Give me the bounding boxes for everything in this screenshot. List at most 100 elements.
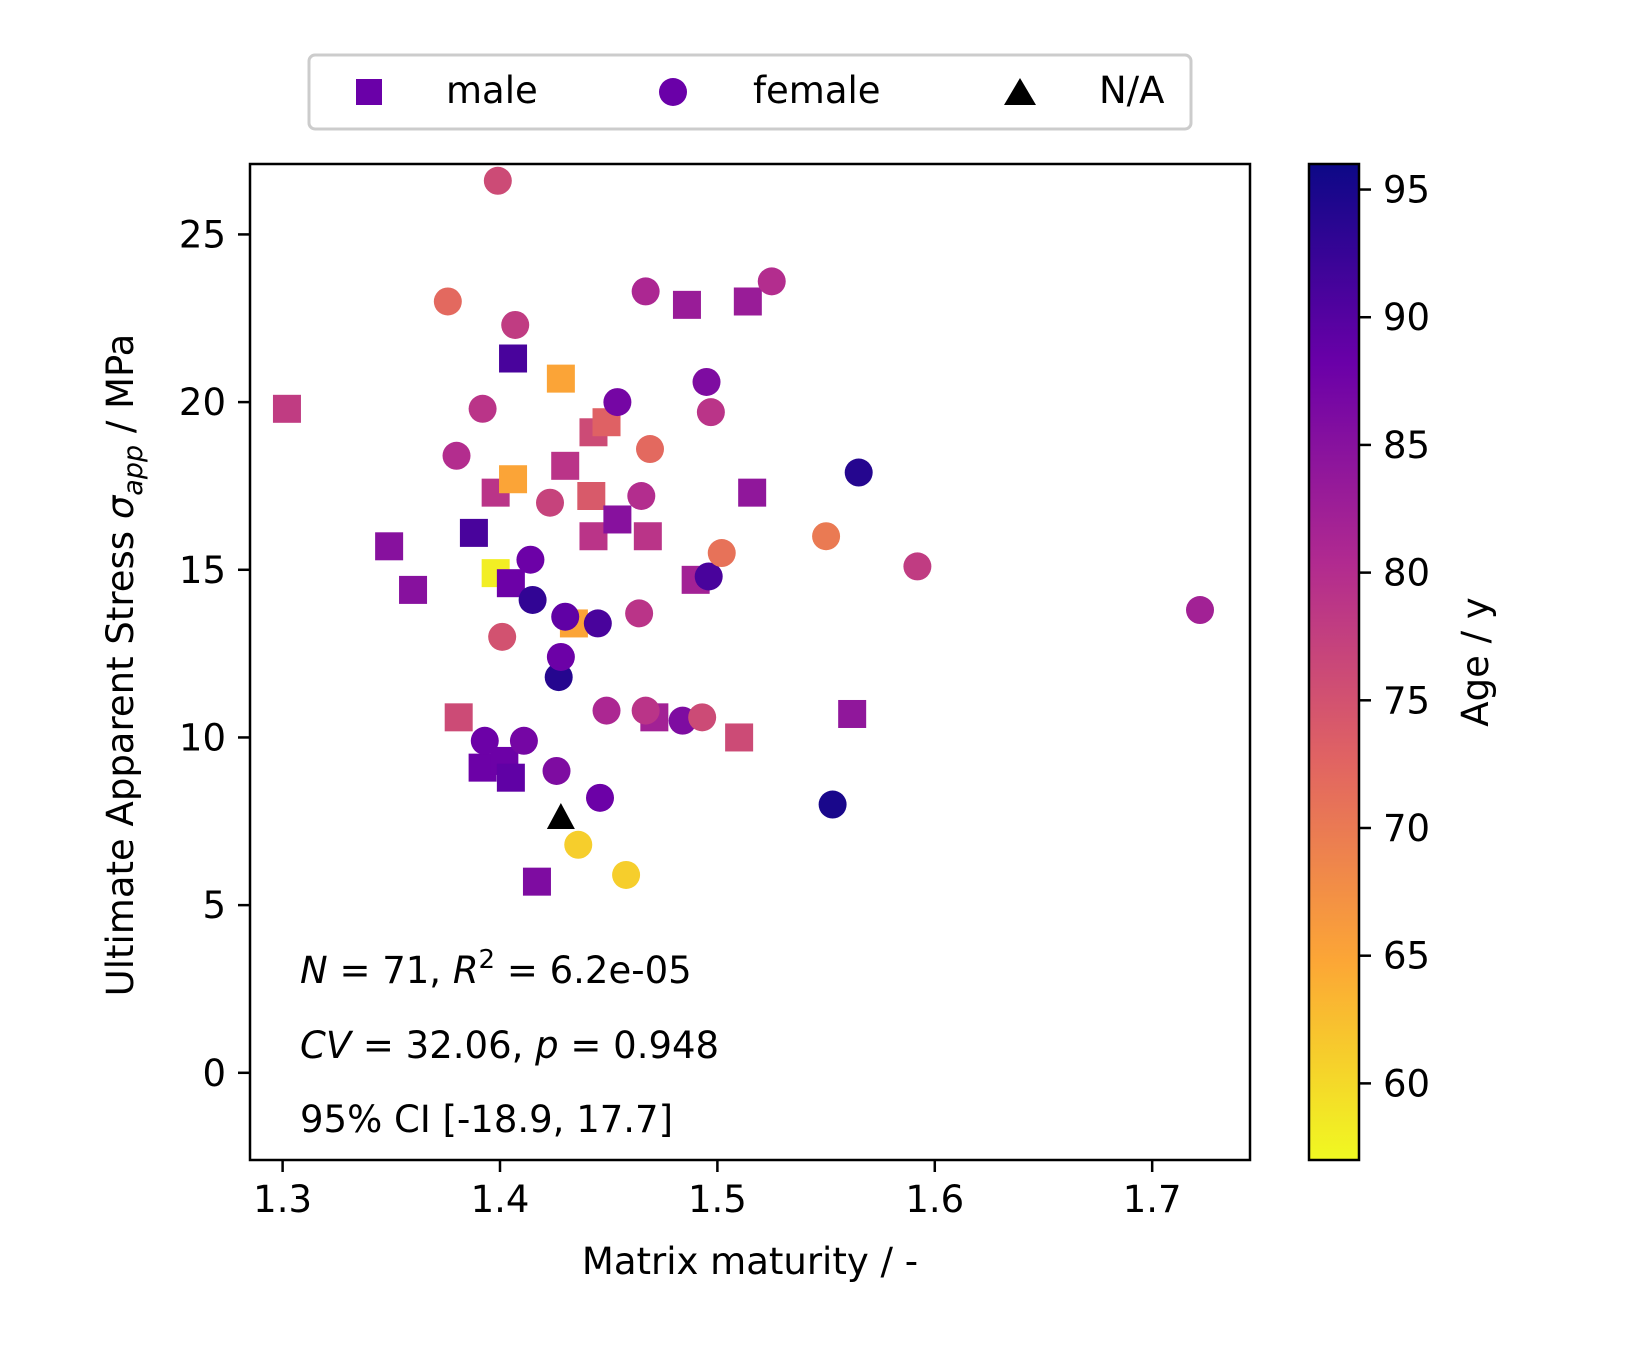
colorbar-label: Age / y xyxy=(1454,597,1497,726)
female-point xyxy=(757,267,786,296)
male-point xyxy=(579,522,608,551)
female-point xyxy=(688,703,717,732)
y-axis-label-sub: app xyxy=(118,445,149,496)
stat-r-label: R xyxy=(453,949,479,992)
male-point xyxy=(725,723,754,752)
female-point xyxy=(518,585,547,614)
y-axis: 0 5 10 15 20 25 xyxy=(179,213,250,1095)
colorbar-tick-label: 70 xyxy=(1383,807,1430,850)
female-point xyxy=(694,562,723,591)
colorbar-tick-label: 95 xyxy=(1383,169,1430,212)
female-point xyxy=(625,599,654,628)
y-axis-label-unit: / MPa xyxy=(99,334,142,445)
stats-line-1: N = 71, R2 = 6.2e-05 xyxy=(300,945,692,992)
female-point xyxy=(586,783,614,812)
female-point xyxy=(1186,596,1214,625)
x-axis: 1.3 1.4 1.5 1.6 1.7 xyxy=(253,1160,1182,1221)
male-point xyxy=(459,518,488,547)
colorbar-tick-label: 90 xyxy=(1383,296,1430,339)
stats-annotation: N = 71, R2 = 6.2e-05 CV = 32.06, p = 0.9… xyxy=(300,945,719,1141)
x-tick-label: 1.5 xyxy=(688,1178,747,1221)
legend-female-label: female xyxy=(753,69,881,112)
stat-n-value: = 71, xyxy=(328,949,453,992)
y-axis-label-symbol: σ xyxy=(99,494,142,519)
y-tick-label: 10 xyxy=(179,716,226,759)
female-point xyxy=(542,756,571,785)
colorbar-gradient xyxy=(1307,162,1361,1162)
male-point xyxy=(633,522,662,551)
male-point xyxy=(499,465,528,494)
male-point xyxy=(444,703,473,732)
y-tick-label: 25 xyxy=(179,213,226,256)
y-tick-label: 20 xyxy=(179,381,226,424)
na-point xyxy=(546,802,575,829)
plot-frame xyxy=(248,162,1252,1162)
male-point xyxy=(577,482,606,510)
female-point xyxy=(631,277,660,306)
male-point xyxy=(838,699,867,728)
female-point xyxy=(903,552,932,581)
female-point xyxy=(501,310,530,339)
colorbar-tick-label: 75 xyxy=(1383,679,1430,722)
y-axis-label: Ultimate Apparent Stress σapp / MPa xyxy=(99,334,149,997)
colorbar-tick-label: 85 xyxy=(1383,424,1430,467)
female-point xyxy=(470,726,499,755)
female-point xyxy=(627,482,656,510)
female-point xyxy=(483,166,512,195)
male-point xyxy=(546,364,575,393)
stat-r-value: = 6.2e-05 xyxy=(495,949,692,992)
y-tick-label: 0 xyxy=(202,1052,226,1095)
female-point xyxy=(707,539,736,568)
colorbar-tick-label: 65 xyxy=(1383,935,1430,978)
male-point xyxy=(672,290,701,319)
female-point xyxy=(844,458,873,487)
female-point xyxy=(631,696,660,725)
data-points xyxy=(272,166,1214,896)
female-point xyxy=(433,287,462,316)
stats-line-2: CV = 32.06, p = 0.948 xyxy=(300,1024,719,1067)
male-point xyxy=(272,394,301,423)
stat-p-value: = 0.948 xyxy=(559,1024,719,1067)
female-point xyxy=(812,522,841,551)
y-tick-label: 15 xyxy=(179,549,226,592)
stat-cv-value: = 32.06, xyxy=(351,1024,535,1067)
x-tick-label: 1.3 xyxy=(253,1178,312,1221)
male-point xyxy=(733,287,762,316)
male-point xyxy=(738,478,767,507)
female-point xyxy=(509,726,538,755)
legend-male-label: male xyxy=(446,69,538,112)
female-point xyxy=(636,435,664,464)
female-point xyxy=(592,696,621,725)
male-point xyxy=(499,344,528,373)
female-point xyxy=(551,602,580,631)
female-point xyxy=(696,398,725,427)
female-point xyxy=(536,488,564,517)
female-point xyxy=(516,545,545,574)
female-point xyxy=(603,388,632,417)
male-point xyxy=(603,505,632,534)
y-tick-label: 5 xyxy=(202,884,226,927)
female-point xyxy=(692,367,721,396)
legend-na-label: N/A xyxy=(1099,69,1164,112)
male-point xyxy=(399,575,428,604)
legend-frame xyxy=(307,53,1193,131)
stat-cv-label: CV xyxy=(300,1024,354,1067)
x-tick-label: 1.4 xyxy=(471,1178,530,1221)
legend: male female N/A xyxy=(307,53,1193,131)
female-point xyxy=(468,394,497,423)
stats-line-3: 95% CI [-18.9, 17.7] xyxy=(300,1098,673,1141)
male-point xyxy=(496,763,525,792)
colorbar-ticks: 60 65 70 75 80 85 90 95 xyxy=(1359,169,1430,1105)
male-point xyxy=(522,867,551,896)
legend-female-marker xyxy=(659,78,687,106)
male-point xyxy=(551,451,580,480)
colorbar-tick-label: 80 xyxy=(1383,552,1430,595)
female-point xyxy=(546,642,575,671)
stat-r-exp: 2 xyxy=(479,945,496,975)
female-point xyxy=(583,609,612,638)
male-point xyxy=(496,569,525,598)
male-point xyxy=(375,532,404,561)
female-point xyxy=(612,860,641,889)
y-axis-label-main: Ultimate Apparent Stress xyxy=(99,519,142,996)
